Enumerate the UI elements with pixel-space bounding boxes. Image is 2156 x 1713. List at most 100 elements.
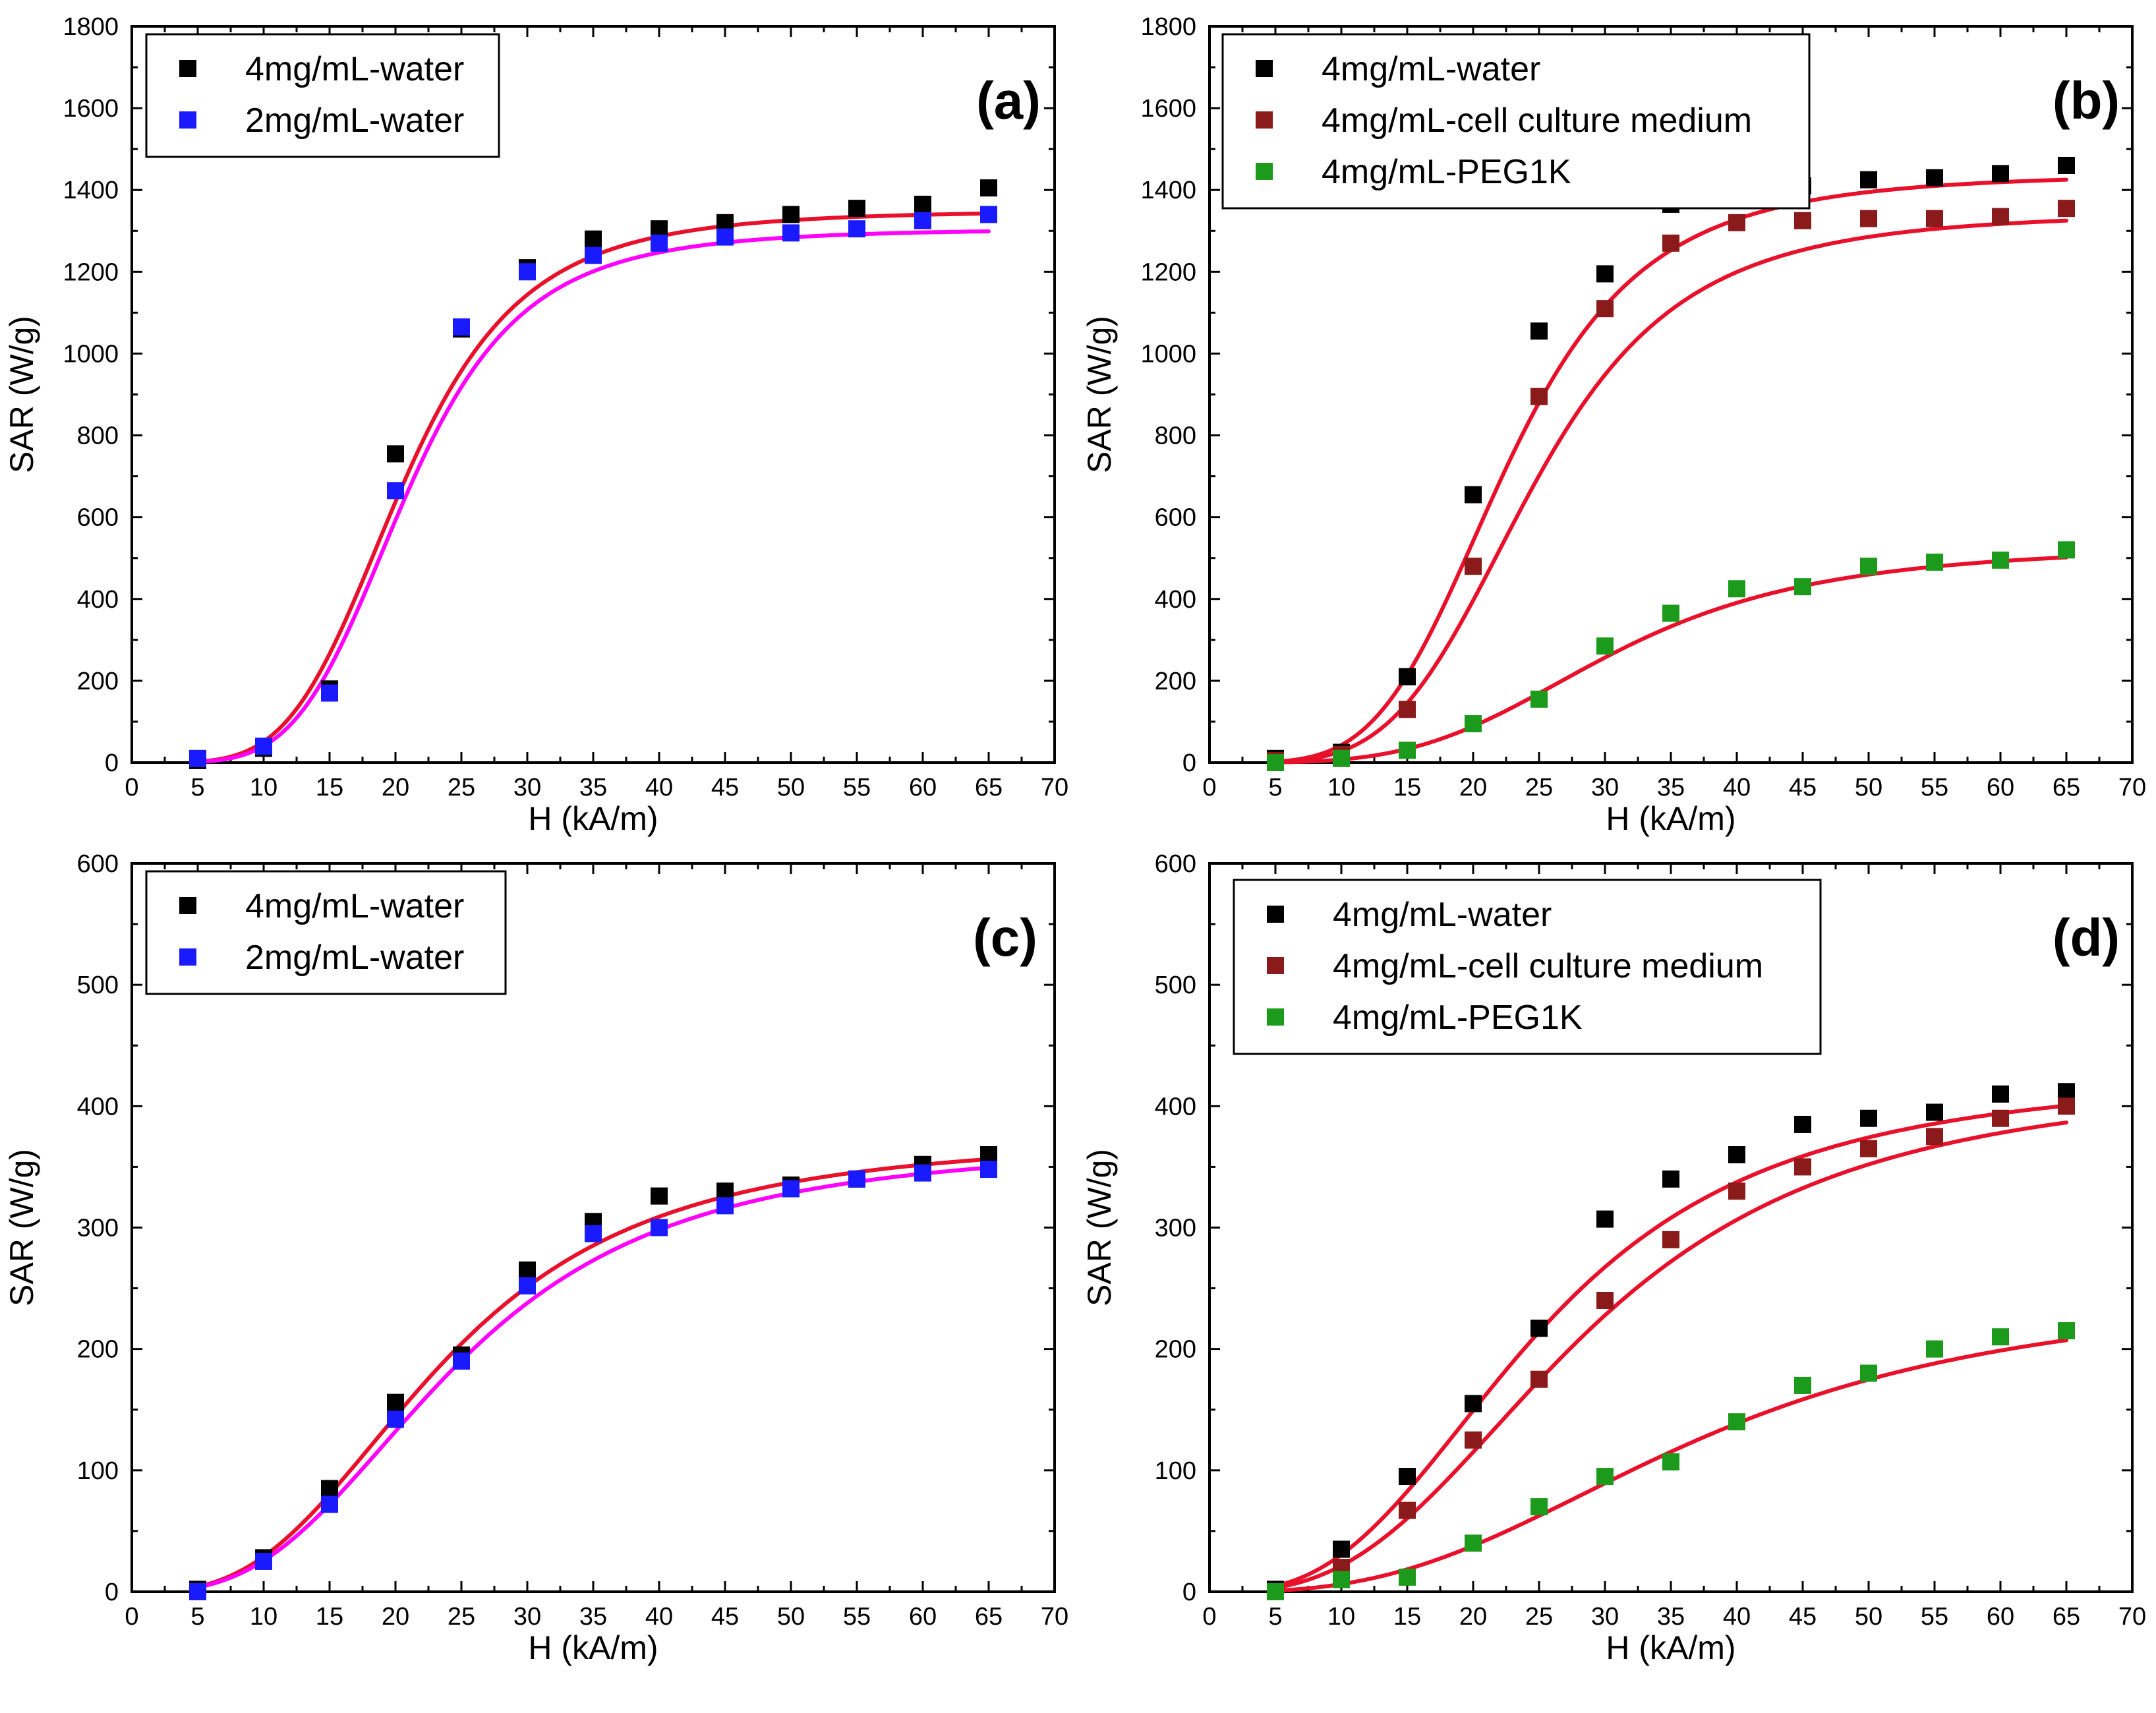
chart-panel: 0 5 10 15 20 25 30 35 40 45 50 55 60 65 70 0 200 400 600 80… — [1081, 13, 2146, 837]
x-tick-label: 5 — [1268, 1603, 1282, 1631]
data-point — [1662, 234, 1679, 252]
data-point — [1530, 1320, 1548, 1337]
data-point — [1926, 1128, 1943, 1146]
legend-swatch — [179, 111, 196, 129]
x-tick-label: 0 — [1202, 774, 1216, 801]
x-tick-label: 30 — [513, 1603, 541, 1631]
y-tick-label: 300 — [1155, 1215, 1196, 1242]
panel-label: (d) — [2053, 908, 2120, 967]
data-point — [1926, 210, 1943, 227]
data-point — [1399, 741, 1416, 759]
x-tick-label: 70 — [1041, 774, 1068, 801]
x-tick-label: 50 — [777, 1603, 805, 1631]
x-tick-label: 60 — [909, 1603, 937, 1631]
legend-label: 2mg/mL-water — [245, 102, 464, 140]
legend: 4mg/mL-water 2mg/mL-water — [145, 33, 500, 158]
y-tick-label: 800 — [1155, 422, 1196, 450]
y-tick-label: 0 — [105, 749, 119, 777]
panel-label: (a) — [976, 71, 1041, 130]
y-tick-label: 400 — [77, 586, 119, 614]
y-tick-label: 0 — [105, 1579, 119, 1606]
y-tick-label: 1800 — [63, 13, 119, 41]
data-point — [716, 228, 734, 246]
data-point — [1465, 558, 1482, 575]
data-point — [848, 200, 865, 218]
y-tick-label: 600 — [77, 850, 119, 878]
fit-curve — [1273, 1120, 2068, 1590]
y-axis-title: SAR (W/g) — [3, 316, 40, 473]
data-point — [1465, 715, 1482, 733]
y-tick-label: 600 — [1155, 504, 1196, 532]
legend-swatch — [179, 60, 196, 77]
x-tick-label: 30 — [1591, 1603, 1619, 1631]
x-tick-label: 60 — [909, 774, 937, 801]
data-point — [1465, 486, 1482, 504]
data-point — [1926, 553, 1943, 571]
x-tick-label: 40 — [1723, 774, 1751, 801]
data-point — [1926, 1340, 1943, 1358]
data-point — [585, 230, 602, 248]
legend-label: 4mg/mL-water — [1333, 896, 1552, 934]
x-tick-label: 20 — [1459, 1603, 1487, 1631]
data-point — [1530, 322, 1548, 340]
y-axis-title: SAR (W/g) — [1081, 316, 1118, 473]
data-point — [1860, 210, 1877, 227]
data-point — [1333, 1540, 1350, 1558]
data-point — [453, 318, 470, 336]
data-point — [519, 1261, 536, 1279]
data-point — [1794, 1158, 1811, 1176]
x-tick-label: 25 — [1525, 1603, 1553, 1631]
x-tick-label: 70 — [1041, 1603, 1068, 1631]
x-tick-label: 25 — [448, 774, 475, 801]
data-point — [321, 1480, 338, 1497]
x-axis-title: H (kA/m) — [528, 800, 658, 837]
data-point — [1992, 551, 2009, 569]
y-tick-label: 600 — [77, 504, 119, 532]
legend-label: 4mg/mL-water — [1322, 50, 1540, 88]
data-point — [1596, 1468, 1614, 1486]
data-point — [1530, 1370, 1548, 1388]
data-point — [914, 195, 931, 213]
legend: 4mg/mL-water 4mg/mL-cell culture medium 4m… — [1221, 33, 1811, 210]
x-tick-label: 30 — [513, 774, 541, 801]
data-point — [1267, 1583, 1284, 1600]
x-tick-label: 55 — [843, 1603, 871, 1631]
x-tick-label: 65 — [2053, 1603, 2080, 1631]
x-tick-label: 10 — [1327, 1603, 1355, 1631]
data-point — [1926, 169, 1943, 187]
data-point — [1662, 1231, 1679, 1248]
y-tick-label: 400 — [1155, 1093, 1196, 1120]
legend-swatch — [1267, 957, 1284, 974]
data-point — [980, 1161, 997, 1178]
x-tick-label: 25 — [1525, 774, 1553, 801]
x-tick-label: 10 — [1327, 774, 1355, 801]
data-point — [651, 234, 668, 252]
data-point — [1728, 1146, 1745, 1163]
y-tick-label: 200 — [1155, 668, 1196, 695]
data-point — [1399, 701, 1416, 718]
legend: 4mg/mL-water 4mg/mL-cell culture medium 4m… — [1233, 879, 1822, 1055]
data-point — [1530, 1498, 1548, 1516]
legend-label: 4mg/mL-cell culture medium — [1333, 947, 1763, 985]
data-point — [1662, 1170, 1679, 1188]
data-point — [1860, 1364, 1877, 1382]
data-point — [585, 247, 602, 264]
x-tick-label: 0 — [1202, 1603, 1216, 1631]
y-tick-label: 800 — [77, 422, 119, 450]
legend-box — [1233, 879, 1822, 1055]
data-point — [1267, 754, 1284, 771]
legend-swatch — [1256, 60, 1273, 77]
y-tick-label: 1200 — [1140, 258, 1196, 286]
data-point — [782, 206, 800, 223]
data-point — [2058, 541, 2075, 559]
y-tick-label: 400 — [1155, 586, 1196, 614]
y-tick-label: 1800 — [1140, 13, 1196, 41]
x-tick-label: 35 — [579, 774, 607, 801]
x-tick-label: 45 — [711, 1603, 739, 1631]
chart-panel: 0 5 10 15 20 25 30 35 40 45 50 55 60 65 70 0 100 200 300 40… — [1081, 850, 2146, 1666]
x-tick-label: 25 — [448, 1603, 475, 1631]
data-point — [1794, 578, 1811, 596]
x-tick-label: 40 — [1723, 1603, 1751, 1631]
data-point — [519, 263, 536, 281]
